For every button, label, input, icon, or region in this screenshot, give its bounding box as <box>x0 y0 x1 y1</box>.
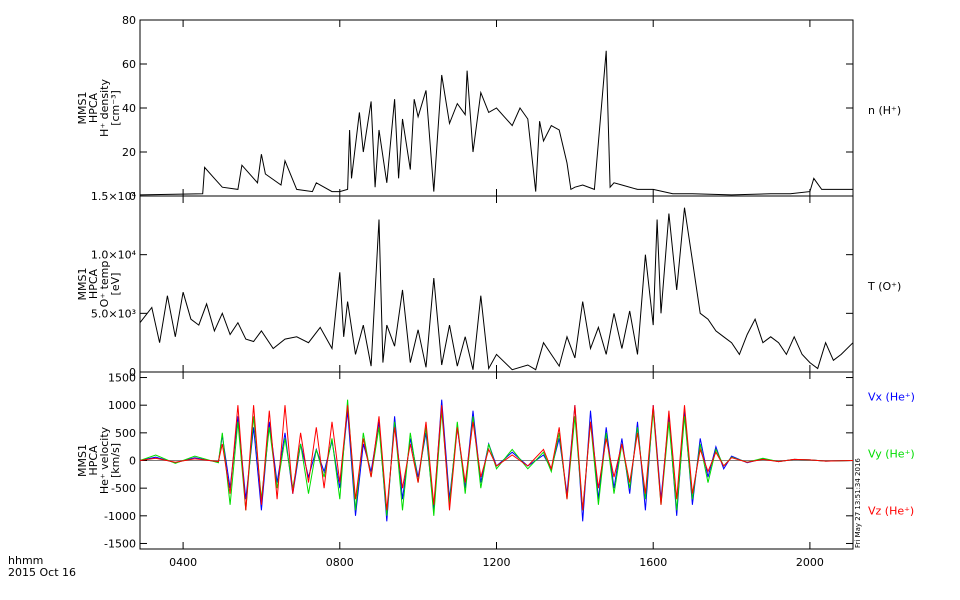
xtick-label: 0800 <box>326 556 354 569</box>
density-ylabel: MMS1HPCAH⁺ density[cm⁻³] <box>76 79 122 137</box>
velocity-ytick-label: -1000 <box>104 510 136 523</box>
xtick-label: 0400 <box>169 556 197 569</box>
date-label: 2015 Oct 16 <box>8 566 77 579</box>
velocity-legend-vz: Vz (He⁺) <box>868 505 914 518</box>
density-ytick-label: 20 <box>122 146 136 159</box>
timestamp: Fri May 27 13:51:34 2016 <box>854 458 862 548</box>
temp-side-label: T (O⁺) <box>867 280 901 293</box>
velocity-ytick-label: 1500 <box>108 372 136 385</box>
density-ytick-label: 60 <box>122 58 136 71</box>
temp-panel-frame <box>139 195 854 373</box>
xtick-label: 1600 <box>639 556 667 569</box>
velocity-ylabel: MMS1HPCAHe⁺ velocity[km/s] <box>76 426 122 494</box>
density-ytick-label: 40 <box>122 102 136 115</box>
temp-ytick-label: 0 <box>129 366 136 379</box>
temp-ytick-label: 5.0×10³ <box>91 307 136 320</box>
density-ytick-label: 0 <box>129 190 136 203</box>
velocity-series-line-vz <box>139 405 854 511</box>
xtick-label: 2000 <box>796 556 824 569</box>
velocity-ytick-label: 1000 <box>108 399 136 412</box>
velocity-ytick-label: -500 <box>111 482 136 495</box>
density-series-line-0 <box>139 50 853 196</box>
xtick-label: 1200 <box>483 556 511 569</box>
velocity-legend-vx: Vx (He⁺) <box>868 391 915 404</box>
density-ytick-label: 80 <box>122 14 136 27</box>
time-format-label: hhmm <box>8 554 44 567</box>
velocity-ytick-label: 0 <box>129 455 136 468</box>
velocity-ytick-label: 500 <box>115 427 136 440</box>
temp-series-line-0 <box>139 207 854 371</box>
density-side-label: n (H⁺) <box>868 104 901 117</box>
velocity-ytick-label: -1500 <box>104 537 136 550</box>
velocity-legend-vy: Vy (He⁺) <box>868 448 915 461</box>
temp-ylabel: MMS1HPCAO⁺ temp[eV] <box>76 261 122 308</box>
temp-ytick-label: 1.5×10⁴ <box>91 190 137 203</box>
temp-ytick-label: 1.0×10⁴ <box>91 249 137 262</box>
